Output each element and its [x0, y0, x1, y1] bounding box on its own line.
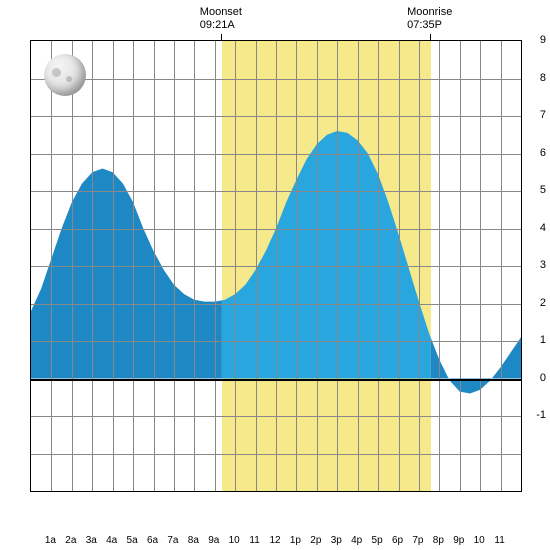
x-tick: 7a [167, 535, 178, 546]
y-tick: 0 [540, 372, 546, 384]
tide-segment [431, 337, 521, 393]
moon-phase-icon [44, 54, 86, 96]
y-tick: 8 [540, 72, 546, 84]
plot-area [30, 40, 522, 492]
moon-event-tick [430, 34, 431, 40]
x-tick: 3p [331, 535, 342, 546]
x-tick: 10 [229, 535, 240, 546]
x-tick: 8a [188, 535, 199, 546]
grid-h [31, 191, 521, 192]
x-tick: 11 [249, 535, 259, 546]
x-tick: 10 [474, 535, 485, 546]
y-tick: 7 [540, 109, 546, 121]
x-tick: 12 [269, 535, 280, 546]
tide-segment [31, 169, 222, 379]
y-tick: -1 [536, 409, 546, 421]
x-tick: 7p [412, 535, 423, 546]
x-tick: 2a [65, 535, 76, 546]
x-tick: 6a [147, 535, 158, 546]
grid-h [31, 416, 521, 417]
grid-h [31, 266, 521, 267]
moonset-label: Moonset 09:21A [200, 6, 242, 32]
moonrise-label: Moonrise 07:35P [407, 6, 452, 32]
x-tick: 5a [127, 535, 138, 546]
moonset-time: 09:21A [200, 19, 235, 31]
x-tick: 1a [45, 535, 56, 546]
moon-event-tick [221, 34, 222, 40]
grid-h [31, 304, 521, 305]
grid-h [31, 116, 521, 117]
y-tick: 4 [540, 222, 546, 234]
x-tick: 6p [392, 535, 403, 546]
grid-h [31, 454, 521, 455]
x-tick: 8p [433, 535, 444, 546]
x-tick: 5p [372, 535, 383, 546]
grid-h [31, 154, 521, 155]
moonrise-time: 07:35P [407, 19, 442, 31]
x-tick: 4p [351, 535, 362, 546]
x-tick: 2p [310, 535, 321, 546]
x-tick: 9p [453, 535, 464, 546]
y-tick: 5 [540, 184, 546, 196]
grid-h [31, 341, 521, 342]
x-tick: 1p [290, 535, 301, 546]
y-tick: 3 [540, 259, 546, 271]
x-tick: 4a [106, 535, 117, 546]
y-tick: 9 [540, 34, 546, 46]
tide-chart: Moonset 09:21A Moonrise 07:35P -10123456… [0, 0, 550, 550]
y-tick: 1 [540, 334, 546, 346]
grid-h [31, 79, 521, 80]
zero-line [31, 379, 521, 381]
x-tick: 11 [494, 535, 504, 546]
y-tick: 6 [540, 147, 546, 159]
x-tick: 9a [208, 535, 219, 546]
moonrise-title: Moonrise [407, 6, 452, 18]
moonset-title: Moonset [200, 6, 242, 18]
y-tick: 2 [540, 297, 546, 309]
grid-h [31, 229, 521, 230]
x-tick: 3a [86, 535, 97, 546]
